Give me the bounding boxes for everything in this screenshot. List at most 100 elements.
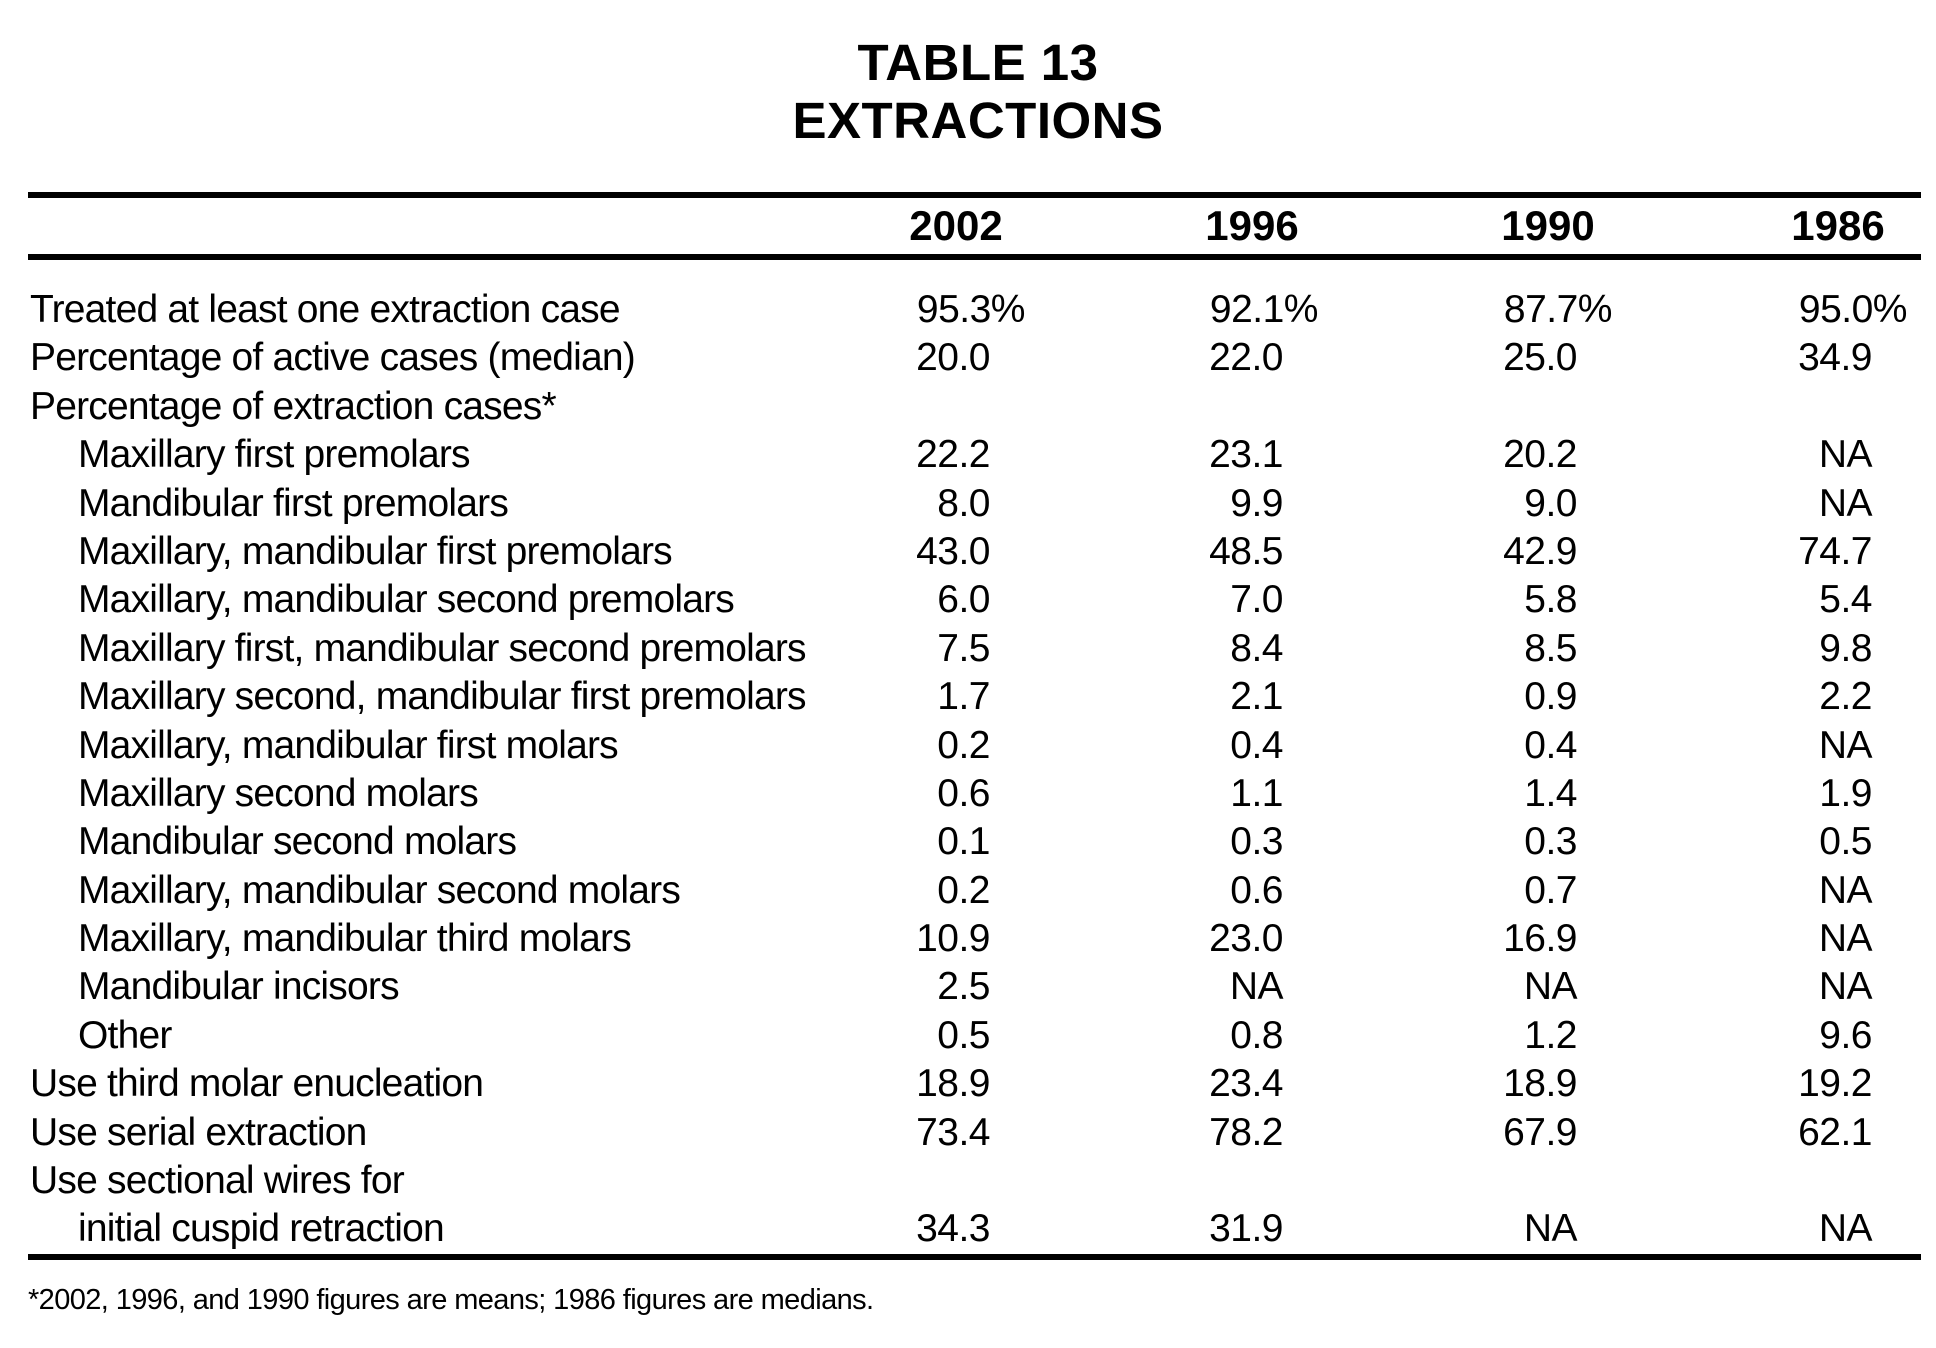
value-1990: 5.8 — [1524, 578, 1577, 622]
value-1986: 95.0% — [1798, 288, 1908, 331]
row-label: Maxillary, mandibular second molars — [78, 868, 681, 912]
table-row: Mandibular first premolars 8.0 9.9 9.0 N… — [28, 480, 1921, 528]
value-2002: 73.4 — [916, 1110, 990, 1154]
value-2002: 10.9 — [916, 917, 990, 961]
value-1986: 62.1 — [1798, 1110, 1872, 1154]
value-1990: 25.0 — [1503, 336, 1577, 380]
table-row: Maxillary, mandibular third molars 10.9 … — [28, 915, 1921, 963]
value-2002: 18.9 — [916, 1062, 990, 1106]
table-row: Treated at least one extraction case 95.… — [28, 286, 1921, 334]
value-2002: 8.0 — [937, 481, 990, 525]
table-row: Maxillary second molars 0.6 1.1 1.4 1.9 — [28, 770, 1921, 818]
row-label: Maxillary second, mandibular first premo… — [78, 675, 807, 719]
table-row: initial cuspid retraction 34.3 31.9 NA N… — [28, 1205, 1921, 1253]
year-header-2002: 2002 — [909, 202, 1003, 249]
value-1990: 9.0 — [1524, 481, 1577, 525]
table-title: TABLE 13 EXTRACTIONS — [20, 34, 1936, 150]
value-1996: 23.0 — [1209, 917, 1283, 961]
row-label: Maxillary, mandibular second premolars — [78, 578, 735, 622]
value-1990: 0.4 — [1524, 723, 1577, 767]
bottom-rule — [28, 1254, 1921, 1260]
value-1986: NA — [1818, 433, 1873, 477]
value-2002: 0.1 — [937, 820, 990, 864]
table-row: Maxillary second, mandibular first premo… — [28, 673, 1921, 721]
value-1990: NA — [1523, 1207, 1578, 1251]
value-1986: NA — [1818, 1207, 1873, 1251]
value-1996: 31.9 — [1209, 1207, 1283, 1251]
value-1996: 48.5 — [1209, 529, 1283, 573]
row-label: Maxillary first premolars — [78, 433, 471, 477]
value-1990: 87.7% — [1503, 288, 1613, 331]
value-1996: 7.0 — [1230, 578, 1283, 622]
value-2002: 2.5 — [937, 965, 990, 1009]
row-label: Mandibular first premolars — [78, 481, 509, 525]
value-1996: 92.1% — [1209, 288, 1319, 331]
table-row: Use serial extraction 73.4 78.2 67.9 62.… — [28, 1109, 1921, 1157]
value-2002: 0.5 — [937, 1013, 990, 1057]
table-row: Percentage of active cases (median) 20.0… — [28, 334, 1921, 382]
value-2002: 0.6 — [937, 771, 990, 815]
value-1986: NA — [1818, 723, 1873, 767]
value-1996: 9.9 — [1230, 481, 1283, 525]
value-1996: 0.3 — [1230, 820, 1283, 864]
value-2002: 0.2 — [937, 723, 990, 767]
value-1986: 9.8 — [1819, 626, 1872, 670]
value-1996: 23.1 — [1209, 433, 1283, 477]
value-1986: 74.7 — [1798, 529, 1872, 573]
value-1986: 34.9 — [1798, 336, 1872, 380]
table-row: Maxillary, mandibular second premolars 6… — [28, 576, 1921, 624]
table-row: Maxillary first premolars 22.2 23.1 20.2… — [28, 431, 1921, 479]
row-label: Other — [78, 1013, 172, 1057]
value-1986: 0.5 — [1819, 820, 1872, 864]
value-2002: 6.0 — [937, 578, 990, 622]
value-1986: NA — [1818, 917, 1873, 961]
value-1990: 16.9 — [1503, 917, 1577, 961]
table-row: Maxillary first, mandibular second premo… — [28, 625, 1921, 673]
row-label: Maxillary, mandibular first premolars — [78, 529, 673, 573]
value-1990: NA — [1523, 965, 1578, 1009]
header-rule — [28, 254, 1921, 260]
value-2002: 20.0 — [916, 336, 990, 380]
table-row: Use third molar enucleation 18.9 23.4 18… — [28, 1060, 1921, 1108]
value-1996: 0.6 — [1230, 868, 1283, 912]
value-1990: 8.5 — [1524, 626, 1577, 670]
value-2002: 34.3 — [916, 1207, 990, 1251]
year-header-1996: 1996 — [1205, 202, 1299, 249]
table-row: Use sectional wires for — [28, 1157, 1921, 1205]
value-2002: 43.0 — [916, 529, 990, 573]
value-1990: 1.2 — [1524, 1013, 1577, 1057]
value-1996: 78.2 — [1209, 1110, 1283, 1154]
row-label: Percentage of active cases (median) — [30, 336, 636, 380]
row-label: Mandibular incisors — [78, 965, 400, 1009]
table-rows: Treated at least one extraction case 95.… — [28, 286, 1921, 1254]
year-header-1986: 1986 — [1791, 202, 1885, 249]
top-rule — [28, 192, 1921, 198]
row-label: Maxillary, mandibular third molars — [78, 917, 632, 961]
value-1990: 0.9 — [1524, 675, 1577, 719]
value-1986: NA — [1818, 868, 1873, 912]
value-2002: 7.5 — [937, 626, 990, 670]
row-label: Maxillary, mandibular first molars — [78, 723, 619, 767]
value-1996: 8.4 — [1230, 626, 1283, 670]
value-1990: 1.4 — [1524, 771, 1577, 815]
value-1990: 20.2 — [1503, 433, 1577, 477]
year-header-1990: 1990 — [1501, 202, 1595, 249]
value-1986: 5.4 — [1819, 578, 1872, 622]
row-label: Maxillary second molars — [78, 771, 479, 815]
value-1996: 22.0 — [1209, 336, 1283, 380]
table-row: Maxillary, mandibular second molars 0.2 … — [28, 867, 1921, 915]
row-label: Use sectional wires for — [30, 1159, 405, 1203]
value-1996: NA — [1229, 965, 1284, 1009]
value-2002: 0.2 — [937, 868, 990, 912]
value-1996: 2.1 — [1230, 675, 1283, 719]
row-label: Use serial extraction — [30, 1110, 367, 1154]
value-1996: 0.4 — [1230, 723, 1283, 767]
value-2002: 22.2 — [916, 433, 990, 477]
value-1990: 0.7 — [1524, 868, 1577, 912]
table-row: Maxillary, mandibular first premolars 43… — [28, 528, 1921, 576]
table-row: Mandibular second molars 0.1 0.3 0.3 0.5 — [28, 818, 1921, 866]
value-1990: 67.9 — [1503, 1110, 1577, 1154]
value-1996: 1.1 — [1230, 771, 1283, 815]
value-1986: NA — [1818, 965, 1873, 1009]
